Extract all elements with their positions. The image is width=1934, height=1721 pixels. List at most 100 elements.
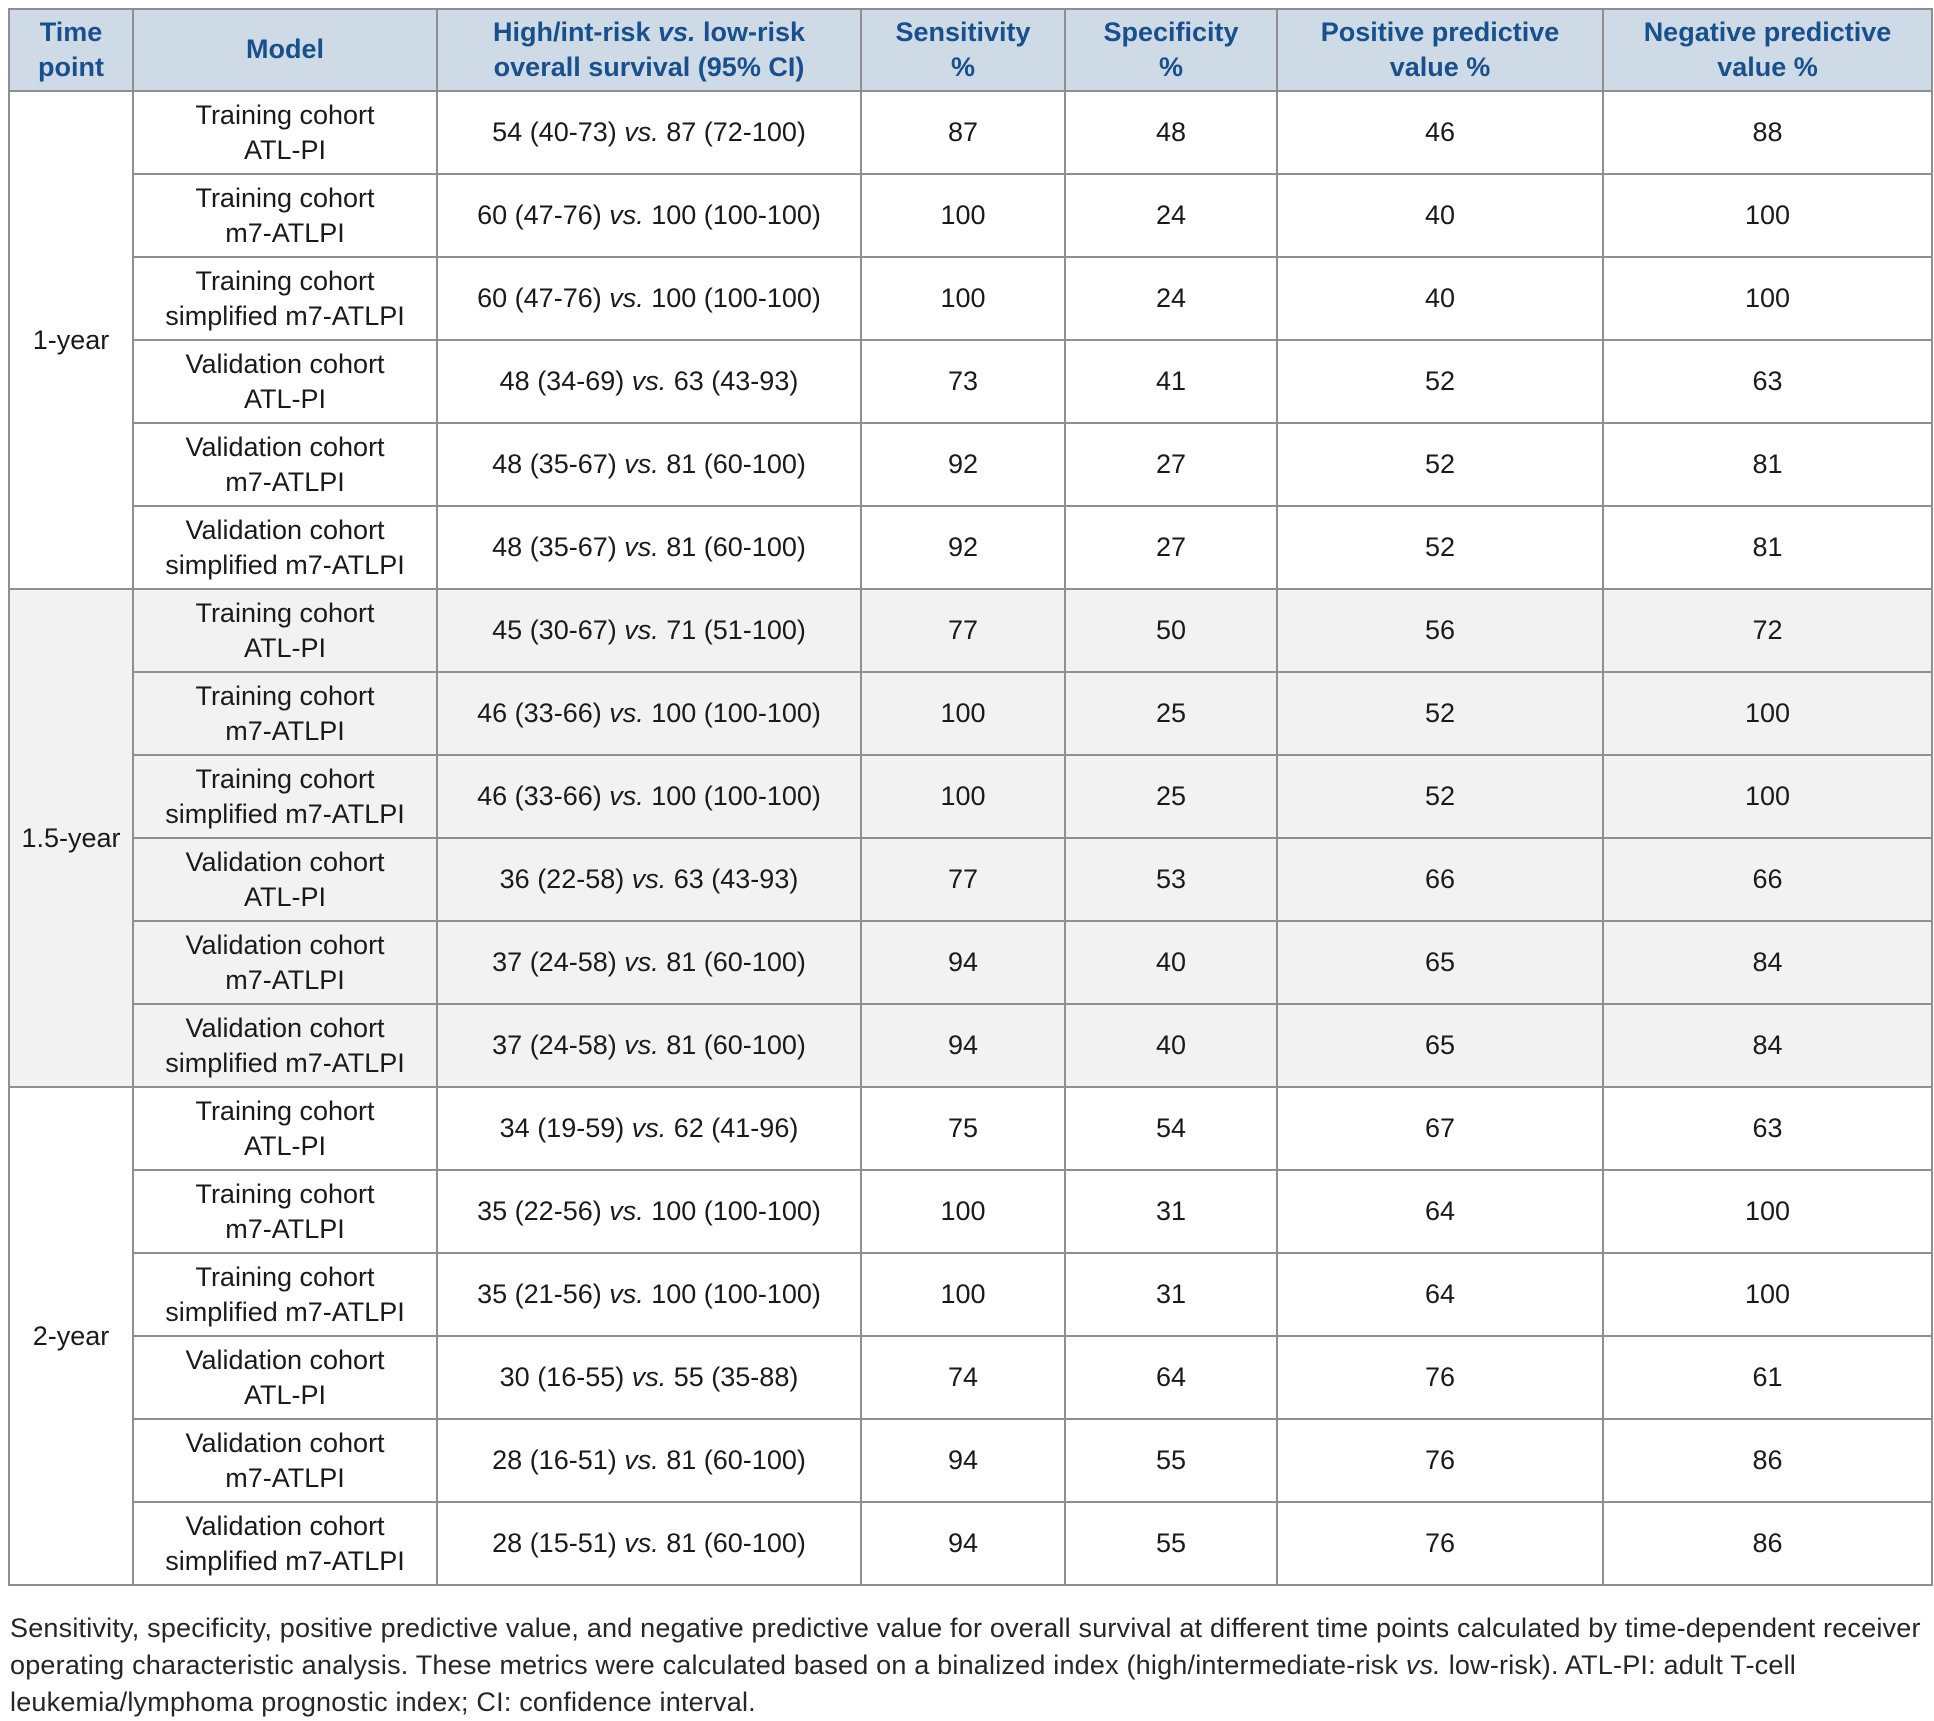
column-header-sensitivity: Sensitivity% <box>860 8 1066 92</box>
specificity-cell: 40 <box>1064 1003 1278 1088</box>
npv-cell: 63 <box>1602 339 1933 424</box>
ppv-cell: 52 <box>1276 671 1604 756</box>
table-row: Training cohort simplified m7-ATLPI 46 (33… <box>9 754 1933 839</box>
model-cell: Validation cohort simplified m7-ATLPI <box>132 1501 438 1586</box>
sensitivity-cell: 73 <box>860 339 1066 424</box>
ppv-cell: 40 <box>1276 173 1604 258</box>
model-cell: Training cohort ATL-PI <box>132 588 438 673</box>
sensitivity-cell: 92 <box>860 505 1066 590</box>
time-point-cell: 1.5-year <box>8 588 134 1088</box>
model-cell: Validation cohort ATL-PI <box>132 837 438 922</box>
model-cell: Training cohort m7-ATLPI <box>132 173 438 258</box>
ppv-cell: 64 <box>1276 1252 1604 1337</box>
table-row: 2-year Training cohort ATL-PI 34 (19-59) vs… <box>8 1086 1933 1586</box>
survival-cell: 45 (30-67) vs. 71 (51-100) <box>436 588 862 673</box>
sensitivity-cell: 74 <box>860 1335 1066 1420</box>
table-row: Validation cohort m7-ATLPI 48 (35-67) vs. … <box>9 422 1933 507</box>
sensitivity-cell: 77 <box>860 837 1066 922</box>
npv-cell: 72 <box>1602 588 1933 673</box>
ppv-cell: 56 <box>1276 588 1604 673</box>
sensitivity-cell: 100 <box>860 1169 1066 1254</box>
survival-metrics-table: Time point Model High/int-risk vs. low-risk… <box>8 8 1933 1586</box>
sensitivity-cell: 75 <box>860 1086 1066 1171</box>
ppv-cell: 64 <box>1276 1169 1604 1254</box>
table-row: Training cohort m7-ATLPI 60 (47-76) vs. 10… <box>9 173 1933 258</box>
survival-cell: 54 (40-73) vs. 87 (72-100) <box>436 90 862 175</box>
ppv-cell: 52 <box>1276 422 1604 507</box>
table-row: Validation cohort simplified m7-ATLPI 37 (… <box>9 1003 1933 1088</box>
time-point-cell: 1-year <box>8 90 134 590</box>
column-header-time-point: Time point <box>8 8 134 92</box>
model-cell: Training cohort simplified m7-ATLPI <box>132 754 438 839</box>
model-cell: Validation cohort ATL-PI <box>132 1335 438 1420</box>
survival-cell: 46 (33-66) vs. 100 (100-100) <box>436 754 862 839</box>
column-header-npv: Negative predictive value % <box>1602 8 1933 92</box>
npv-cell: 100 <box>1602 1169 1933 1254</box>
survival-cell: 28 (16-51) vs. 81 (60-100) <box>436 1418 862 1503</box>
specificity-cell: 55 <box>1064 1418 1278 1503</box>
model-cell: Validation cohort m7-ATLPI <box>132 920 438 1005</box>
survival-cell: 37 (24-58) vs. 81 (60-100) <box>436 1003 862 1088</box>
column-header-specificity: Specificity% <box>1064 8 1278 92</box>
npv-cell: 66 <box>1602 837 1933 922</box>
npv-cell: 86 <box>1602 1418 1933 1503</box>
npv-cell: 88 <box>1602 90 1933 175</box>
model-cell: Training cohort m7-ATLPI <box>132 1169 438 1254</box>
specificity-cell: 48 <box>1064 90 1278 175</box>
survival-cell: 35 (22-56) vs. 100 (100-100) <box>436 1169 862 1254</box>
survival-cell: 37 (24-58) vs. 81 (60-100) <box>436 920 862 1005</box>
survival-cell: 35 (21-56) vs. 100 (100-100) <box>436 1252 862 1337</box>
model-cell: Validation cohort simplified m7-ATLPI <box>132 1003 438 1088</box>
ppv-cell: 76 <box>1276 1335 1604 1420</box>
survival-cell: 34 (19-59) vs. 62 (41-96) <box>436 1086 862 1171</box>
sensitivity-cell: 92 <box>860 422 1066 507</box>
sensitivity-cell: 100 <box>860 1252 1066 1337</box>
model-cell: Validation cohort m7-ATLPI <box>132 422 438 507</box>
specificity-cell: 64 <box>1064 1335 1278 1420</box>
sensitivity-cell: 77 <box>860 588 1066 673</box>
specificity-cell: 31 <box>1064 1169 1278 1254</box>
sensitivity-cell: 100 <box>860 256 1066 341</box>
specificity-cell: 25 <box>1064 671 1278 756</box>
ppv-cell: 76 <box>1276 1418 1604 1503</box>
ppv-cell: 66 <box>1276 837 1604 922</box>
specificity-cell: 41 <box>1064 339 1278 424</box>
specificity-cell: 27 <box>1064 422 1278 507</box>
npv-cell: 100 <box>1602 173 1933 258</box>
specificity-cell: 25 <box>1064 754 1278 839</box>
sensitivity-cell: 94 <box>860 1003 1066 1088</box>
specificity-cell: 53 <box>1064 837 1278 922</box>
table-row: Training cohort simplified m7-ATLPI 35 (21… <box>9 1252 1933 1337</box>
ppv-cell: 52 <box>1276 754 1604 839</box>
model-cell: Training cohort simplified m7-ATLPI <box>132 256 438 341</box>
table-row: Validation cohort simplified m7-ATLPI 28 (… <box>9 1501 1933 1586</box>
npv-cell: 86 <box>1602 1501 1933 1586</box>
specificity-cell: 27 <box>1064 505 1278 590</box>
survival-cell: 36 (22-58) vs. 63 (43-93) <box>436 837 862 922</box>
npv-cell: 81 <box>1602 505 1933 590</box>
table-row: 1.5-year Training cohort ATL-PI 45 (30-67) … <box>8 588 1933 1088</box>
model-cell: Training cohort simplified m7-ATLPI <box>132 1252 438 1337</box>
npv-cell: 61 <box>1602 1335 1933 1420</box>
table-row: Training cohort m7-ATLPI 46 (33-66) vs. 10… <box>9 671 1933 756</box>
ppv-cell: 67 <box>1276 1086 1604 1171</box>
sensitivity-cell: 87 <box>860 90 1066 175</box>
table-caption: Sensitivity, specificity, positive predi… <box>10 1613 1921 1717</box>
npv-cell: 63 <box>1602 1086 1933 1171</box>
table-row: Validation cohort simplified m7-ATLPI 48 (… <box>9 505 1933 590</box>
survival-cell: 28 (15-51) vs. 81 (60-100) <box>436 1501 862 1586</box>
table-row: Validation cohort ATL-PI 48 (34-69) vs. 63… <box>9 339 1933 424</box>
table-row: Validation cohort m7-ATLPI 37 (24-58) vs. … <box>9 920 1933 1005</box>
header-row: Time point Model High/int-risk vs. low-risk… <box>8 8 1933 92</box>
ppv-cell: 65 <box>1276 1003 1604 1088</box>
ppv-cell: 46 <box>1276 90 1604 175</box>
specificity-cell: 50 <box>1064 588 1278 673</box>
model-cell: Validation cohort m7-ATLPI <box>132 1418 438 1503</box>
npv-cell: 100 <box>1602 671 1933 756</box>
table-row: Validation cohort ATL-PI 36 (22-58) vs. 63… <box>9 837 1933 922</box>
table-row: Validation cohort ATL-PI 30 (16-55) vs. 55… <box>9 1335 1933 1420</box>
survival-cell: 48 (35-67) vs. 81 (60-100) <box>436 505 862 590</box>
specificity-cell: 24 <box>1064 256 1278 341</box>
column-header-ppv: Positive predictive value % <box>1276 8 1604 92</box>
